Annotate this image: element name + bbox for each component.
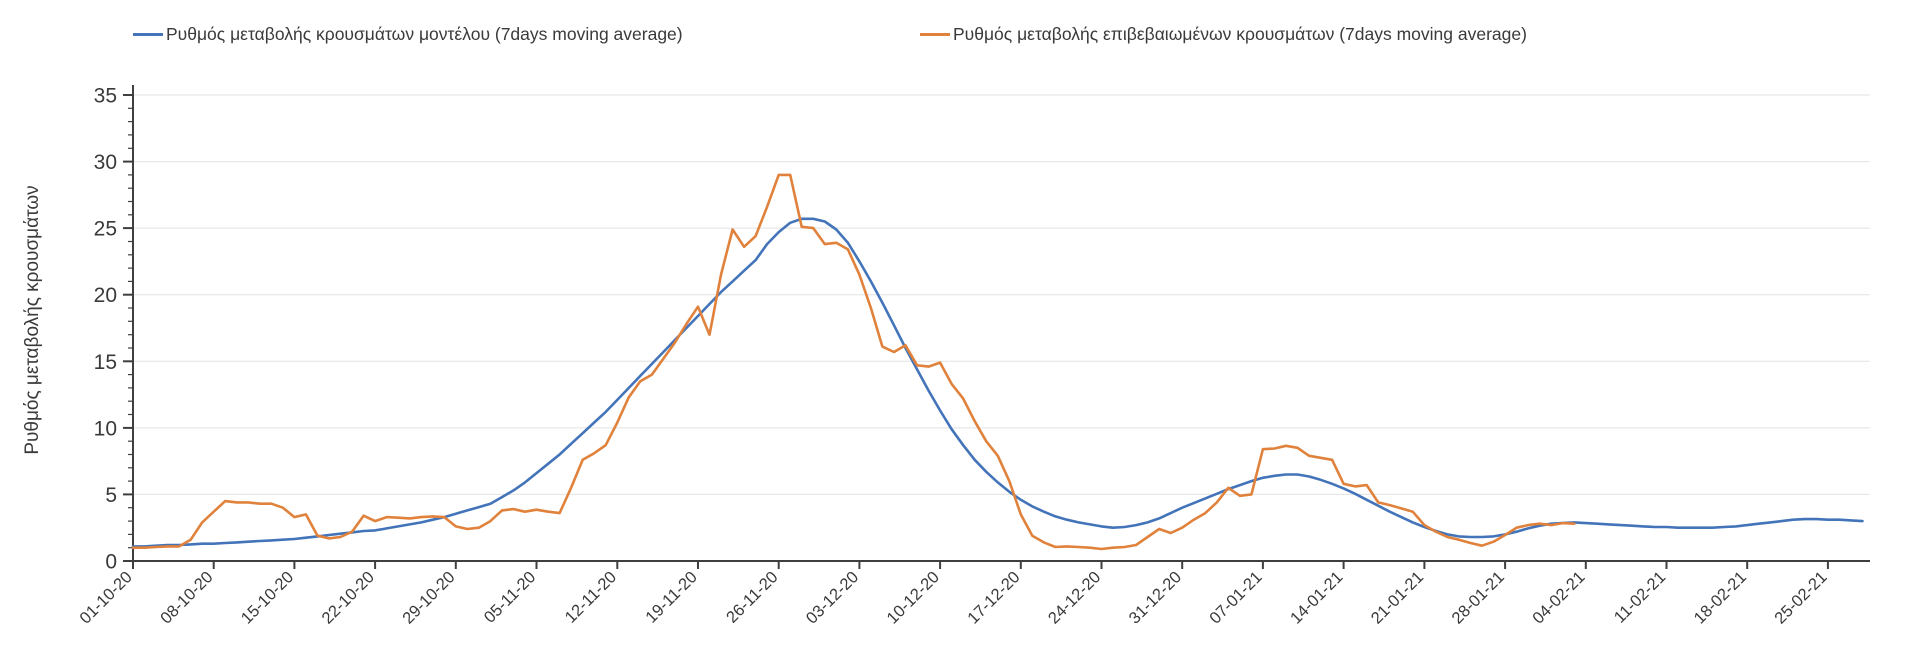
confirmed-cases-series-line	[131, 173, 1576, 551]
legend-item-model: Ρυθμός μεταβολής κρουσμάτων μοντέλου (7d…	[133, 22, 683, 46]
x-tick-label: 29-10-20	[399, 568, 458, 627]
legend-label-confirmed: Ρυθμός μεταβολής επιβεβαιωμένων κρουσμάτ…	[953, 23, 1527, 44]
confirmed-line-swatch-icon	[920, 32, 950, 36]
x-tick-label: 22-10-20	[318, 568, 377, 627]
x-tick-label: 21-01-21	[1368, 568, 1427, 627]
x-tick-label: 31-12-20	[1126, 568, 1185, 627]
x-tick-label: 11-02-21	[1611, 568, 1670, 627]
y-tick-label: 0	[105, 551, 117, 574]
y-tick-label: 5	[105, 484, 117, 507]
x-tick-label: 28-01-21	[1448, 568, 1507, 627]
y-tick-label: 25	[94, 218, 117, 241]
legend-label-model: Ρυθμός μεταβολής κρουσμάτων μοντέλου (7d…	[166, 23, 683, 44]
y-axis-title: Ρυθμός μεταβολής κρουσμάτων	[22, 185, 43, 455]
x-tick-label: 19-11-20	[642, 568, 701, 627]
x-tick-label: 04-02-21	[1529, 568, 1588, 627]
y-tick-label: 10	[94, 417, 117, 440]
x-tick-label: 24-12-20	[1045, 568, 1104, 627]
x-tick-label: 18-02-21	[1691, 568, 1750, 627]
model-line-swatch-icon	[133, 32, 163, 36]
y-tick-label: 35	[94, 85, 117, 108]
x-tick-label: 15-10-20	[238, 568, 297, 627]
y-tick-label: 15	[94, 351, 117, 374]
x-tick-label: 07-01-21	[1206, 568, 1265, 627]
y-tick-label: 20	[94, 284, 117, 307]
x-tick-label: 12-11-20	[562, 568, 621, 627]
model-cases-series-line	[131, 217, 1864, 548]
x-tick-label: 05-11-20	[481, 568, 540, 627]
x-tick-label: 17-12-20	[964, 568, 1023, 627]
x-tick-label: 08-10-20	[157, 568, 216, 627]
x-tick-label: 26-11-20	[723, 568, 782, 627]
x-tick-label: 25-02-21	[1771, 568, 1830, 627]
x-tick-label: 01-10-20	[76, 568, 135, 627]
x-tick-label: 10-12-20	[883, 568, 942, 627]
legend-item-confirmed: Ρυθμός μεταβολής επιβεβαιωμένων κρουσμάτ…	[920, 22, 1527, 46]
x-tick-label: 14-01-21	[1287, 568, 1346, 627]
x-tick-label: 03-12-20	[803, 568, 862, 627]
y-tick-label: 30	[94, 151, 117, 174]
